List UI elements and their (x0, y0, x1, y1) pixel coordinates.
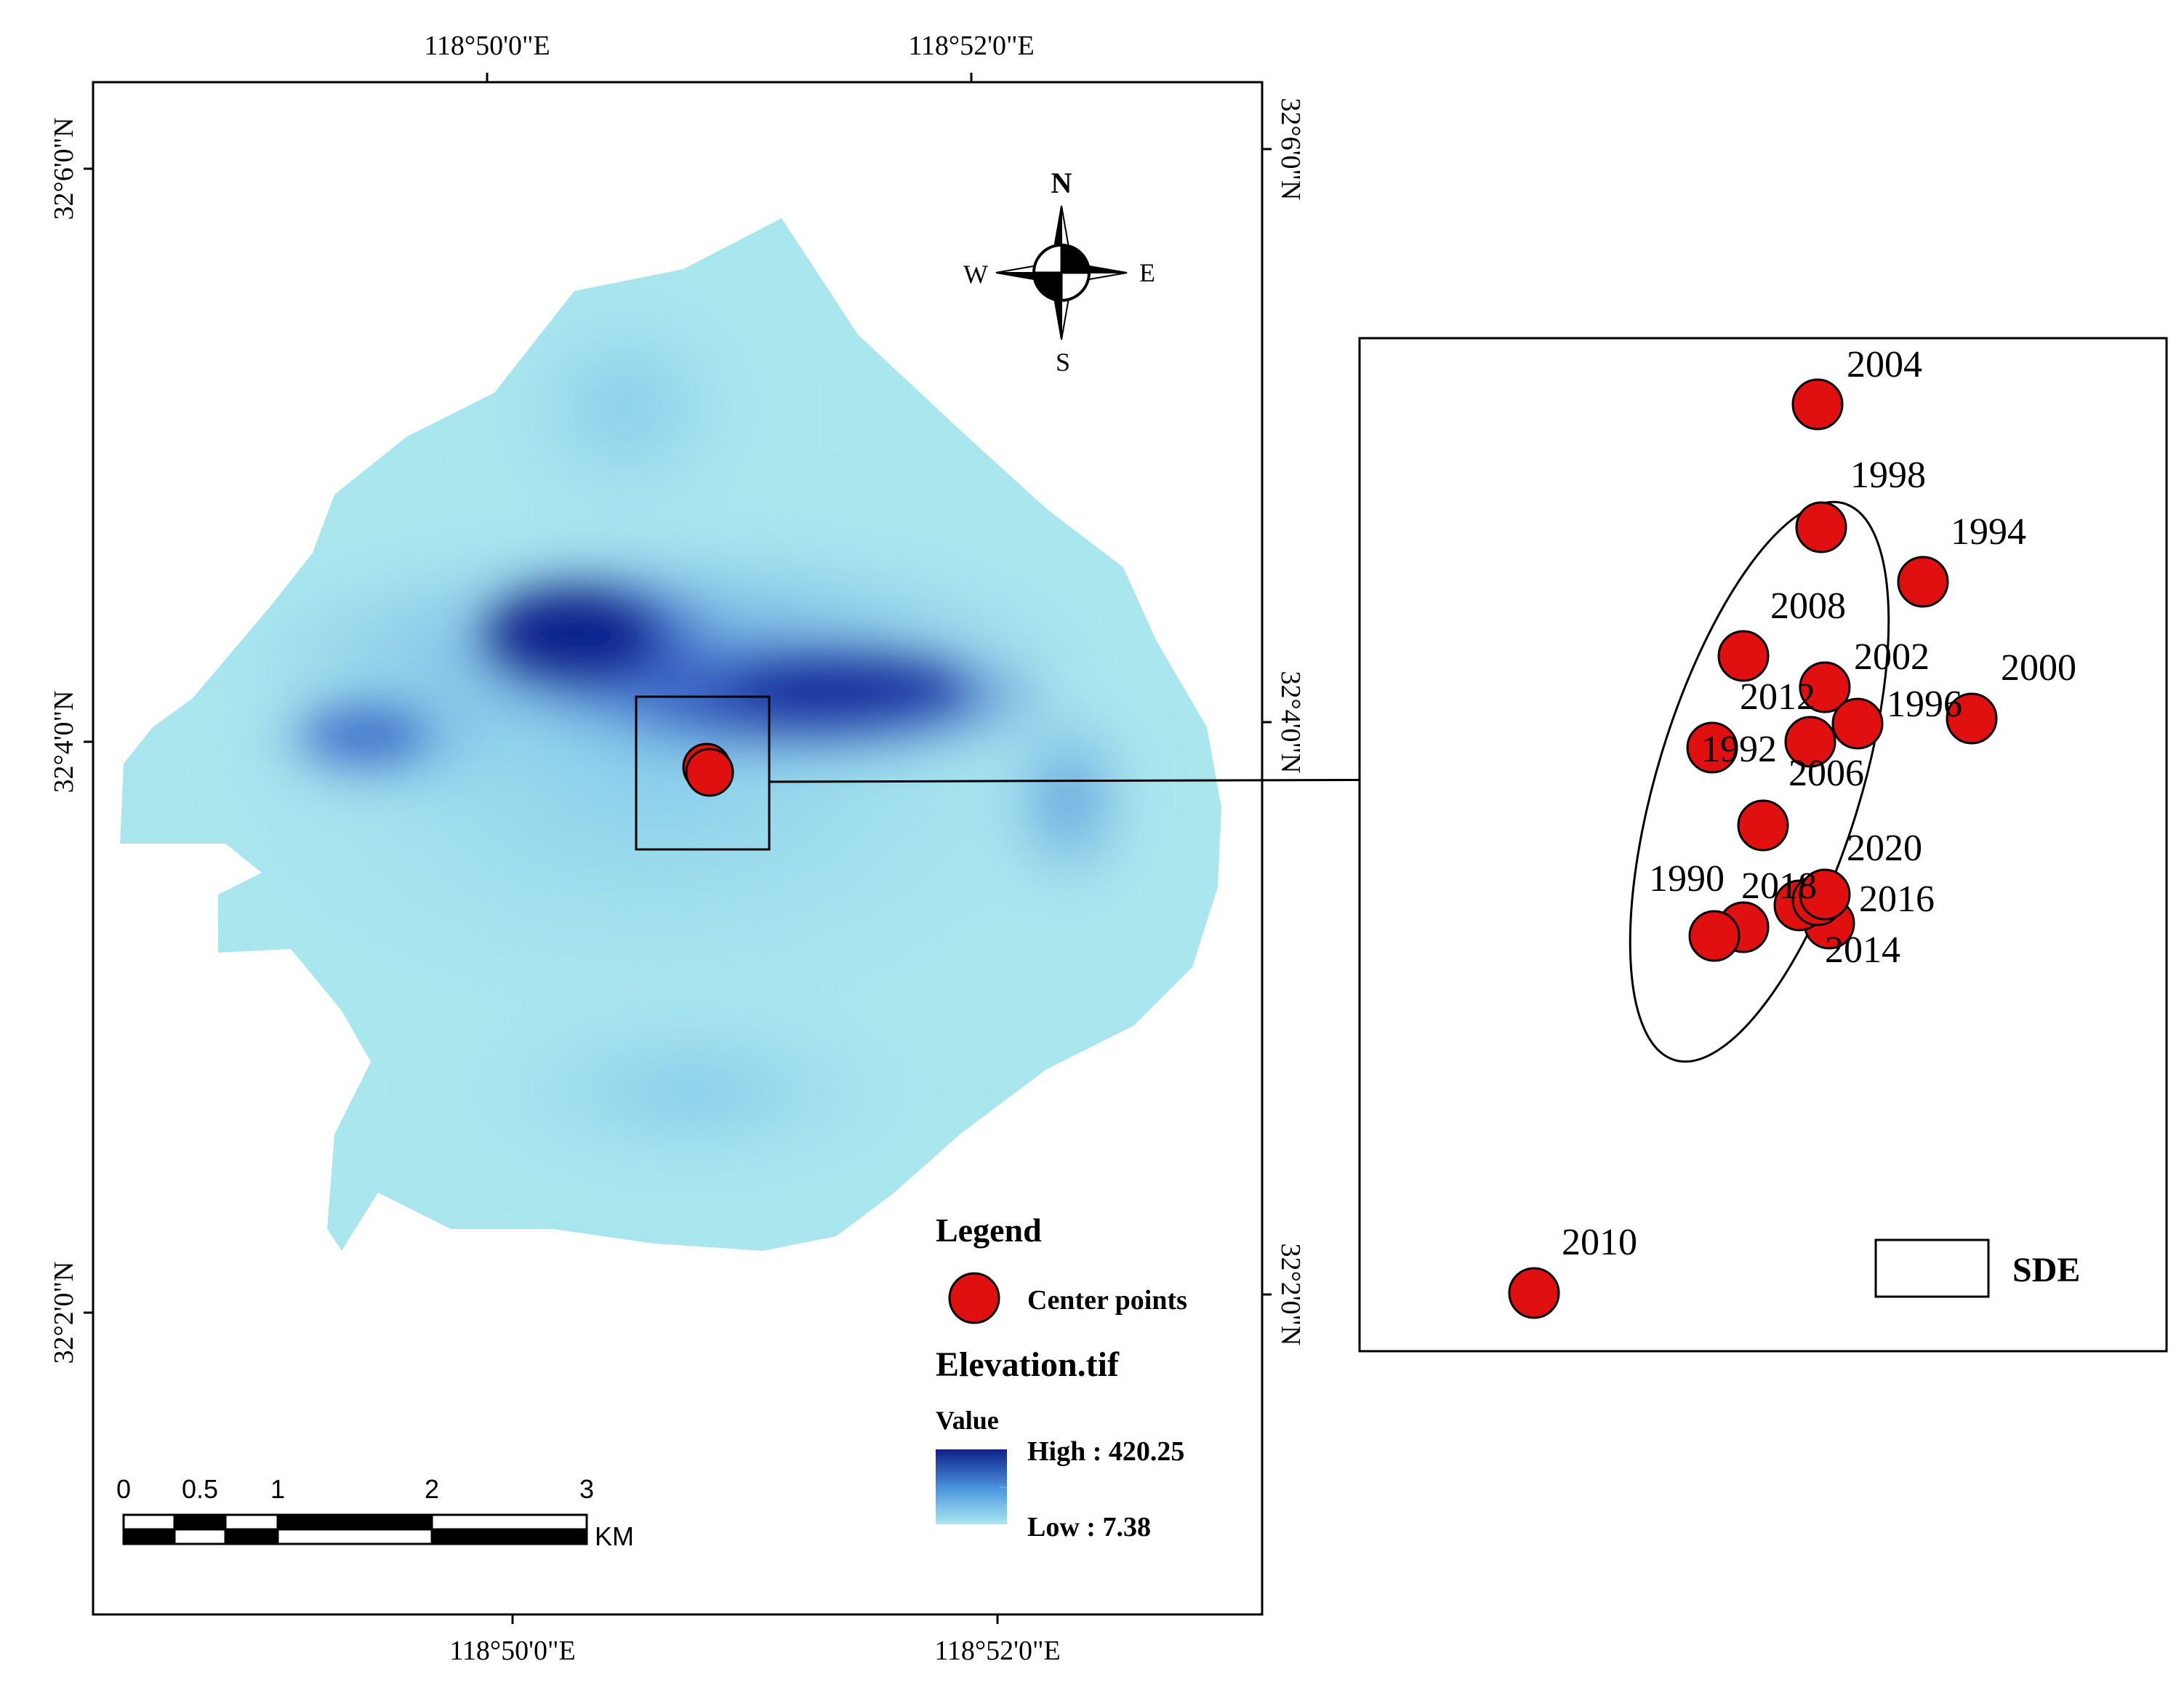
legend-high-label: High : 420.25 (1027, 1436, 1184, 1467)
center-point-2010 (1508, 1267, 1560, 1319)
right-lat-label: 32°2'0"N (1275, 1244, 1306, 1346)
legend-low-label: Low : 7.38 (1027, 1512, 1151, 1542)
scale-tick-label: 3 (579, 1474, 594, 1504)
top-lon-label: 118°50'0"E (424, 31, 550, 61)
center-point-cluster (685, 748, 734, 797)
center-point-1996 (1831, 697, 1884, 750)
year-label-2018: 2018 (1741, 865, 1817, 907)
graticule-ticks (84, 73, 1272, 1624)
year-label-2008: 2008 (1770, 585, 1846, 627)
year-label-2010: 2010 (1562, 1222, 1637, 1263)
center-point-1994 (1897, 556, 1949, 608)
scale-bar (122, 1513, 588, 1545)
year-label-2004: 2004 (1847, 344, 1922, 385)
right-lat-label: 32°4'0"N (1275, 671, 1306, 774)
legend-points-label: Center points (1027, 1285, 1187, 1316)
left-lat-label: 32°4'0"N (49, 691, 79, 793)
top-lon-label: 118°52'0"E (908, 31, 1034, 61)
year-label-2012: 2012 (1740, 676, 1815, 718)
inset-connector-line (768, 778, 1462, 783)
inset-center-points (1508, 378, 1998, 1319)
north-arrow-icon (995, 205, 1128, 340)
center-point-2012 (1784, 716, 1836, 768)
legend-title: Legend (936, 1212, 1042, 1249)
legend-value-label: Value (936, 1406, 999, 1435)
center-point-1990 (1688, 910, 1741, 962)
year-label-1994: 1994 (1951, 511, 2026, 553)
scale-tick-label: 2 (425, 1474, 439, 1504)
center-point-2004 (1791, 378, 1844, 431)
center-point-1992 (1686, 721, 1738, 774)
north-label: N (1051, 167, 1072, 199)
legend-point-symbol (948, 1272, 1000, 1324)
scale-unit-label: KM (595, 1521, 634, 1551)
left-lat-label: 32°6'0"N (49, 118, 79, 220)
year-label-1996: 1996 (1887, 684, 1962, 725)
year-label-2016: 2016 (1859, 878, 1935, 920)
center-point-2020 (1799, 868, 1851, 921)
inset-extent-box (635, 695, 771, 851)
scale-tick-label: 0 (116, 1474, 131, 1504)
bottom-lon-label: 118°50'0"E (449, 1636, 575, 1666)
west-label: W (963, 260, 988, 289)
center-point-1998 (1795, 501, 1847, 553)
year-label-2014: 2014 (1825, 929, 1900, 971)
year-label-2002: 2002 (1854, 636, 1930, 678)
year-label-2020: 2020 (1847, 828, 1922, 869)
center-point-2008 (1717, 630, 1770, 682)
right-lat-label: 32°6'0"N (1275, 98, 1306, 201)
legend-raster-title: Elevation.tif (936, 1345, 1120, 1384)
scale-tick-label: 0.5 (182, 1474, 218, 1504)
sde-ellipse (1629, 500, 1890, 1063)
sde-legend-symbol (1874, 1238, 1990, 1298)
year-label-2000: 2000 (2001, 647, 2076, 689)
sde-legend-label: SDE (2012, 1251, 2080, 1289)
south-label: S (1056, 348, 1070, 377)
center-point-2000 (1946, 692, 1998, 745)
year-label-2006: 2006 (1788, 753, 1864, 794)
east-label: E (1139, 258, 1155, 287)
year-label-1998: 1998 (1850, 455, 1926, 496)
legend-elevation-ramp (936, 1449, 1007, 1524)
center-point-2006 (1737, 799, 1789, 852)
left-lat-label: 32°2'0"N (49, 1262, 79, 1364)
bottom-lon-label: 118°52'0"E (934, 1636, 1060, 1666)
center-point-2002 (1799, 661, 1851, 713)
scale-tick-label: 1 (270, 1474, 285, 1504)
year-label-1990: 1990 (1649, 858, 1725, 900)
year-label-1992: 1992 (1701, 729, 1777, 770)
